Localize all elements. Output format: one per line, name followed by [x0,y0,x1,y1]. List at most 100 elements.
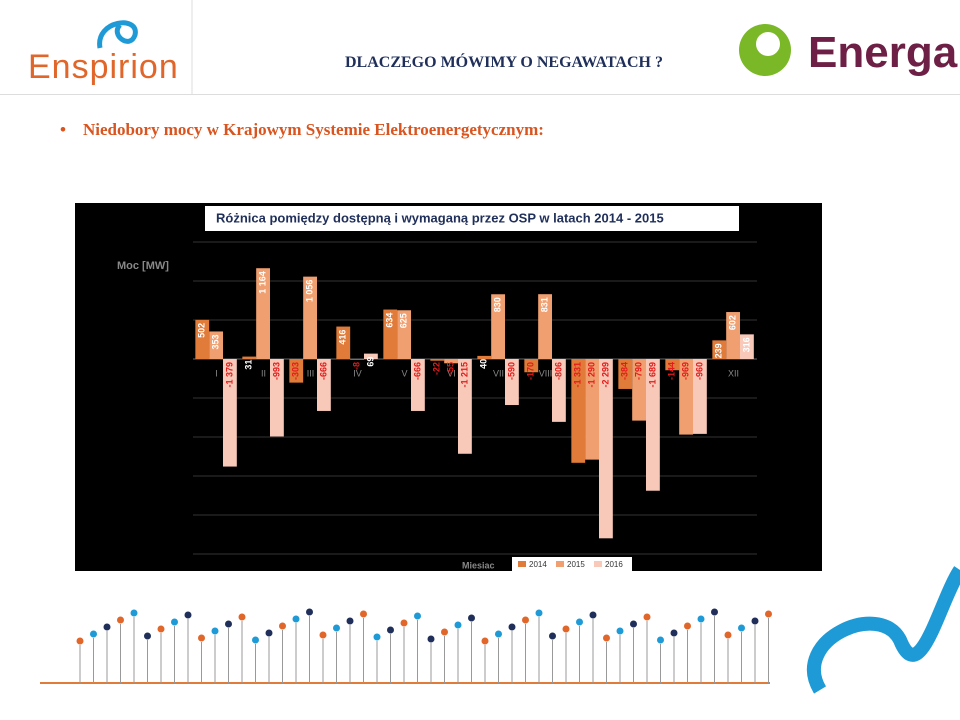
data-label: 502 [197,323,207,338]
data-label: -1 290 [586,362,596,388]
data-label: -666 [412,362,422,380]
data-label: -1 215 [459,362,469,388]
bar [665,359,680,371]
decoration [279,622,286,630]
bar [571,359,586,463]
data-label: 31 [244,360,254,370]
decoration [265,629,273,637]
bar [350,359,364,360]
bullet-text: Niedobory mocy w Krajowym Systemie Elekt… [82,120,544,139]
decoration [238,613,246,621]
bar [538,294,552,359]
bar [430,359,445,361]
decoration [751,617,759,625]
decoration [576,618,583,626]
decoration [211,627,219,635]
data-label: -666 [318,362,328,380]
data-label: -2 299 [600,362,610,388]
decoration [252,636,259,644]
decoration [103,623,111,631]
bar [739,334,754,359]
x-axis-label: Miesiac [462,560,495,570]
bar [444,359,458,364]
logo-decoration [806,566,960,694]
data-label: -1 331 [573,362,583,388]
decoration [319,631,327,639]
decoration [157,625,165,633]
data-label: 1 056 [304,280,314,303]
data-label: 316 [741,337,751,352]
title-box [205,206,739,231]
bar [363,353,378,359]
x-tick-label: XII [728,368,739,378]
bar [598,359,613,539]
data-label: -806 [553,362,563,380]
x-tick-label: V [401,368,407,378]
decoration [400,619,408,627]
decoration [603,634,610,642]
x-tick-label: VI [447,368,456,378]
bar [585,359,599,460]
data-label: -303 [291,362,301,380]
data-label: -790 [633,362,643,380]
data-label: 239 [714,343,724,358]
decoration [535,609,543,617]
x-tick-label: VIII [539,368,553,378]
x-tick-label: VII [493,368,504,378]
decoration [630,620,637,628]
decoration [90,630,97,638]
decoration [144,632,151,640]
logo-text: Enspirion [28,48,179,86]
bar [477,355,492,359]
bar [504,359,519,406]
decoration [670,629,678,637]
data-label: 625 [398,313,408,328]
legend-swatch [518,561,526,567]
bar [269,359,284,437]
bar [222,359,237,467]
data-label: 40 [479,359,489,369]
bar [289,359,304,383]
decoration [495,630,502,638]
bar [457,359,472,454]
logo-text: Energa [808,28,958,77]
data-label: -384 [620,362,630,380]
x-tick-label: IV [353,368,362,378]
slide-title: DLACZEGO MÓWIMY O NEGAWATACH ? [345,54,663,71]
data-label: -22 [432,362,442,375]
bar [316,359,331,411]
bar [195,319,210,359]
decoration [562,625,570,633]
chart-background [75,203,822,571]
header: Enspirion DLACZEGO MÓWIMY O NEGAWATACH ?… [0,0,960,95]
decoration [130,609,138,617]
decoration [481,637,489,645]
bar [336,326,351,359]
decoration [468,614,475,622]
legend-label: 2015 [567,560,585,569]
decoration [441,628,448,636]
bar [397,310,411,359]
decoration [346,617,354,625]
decoration [589,611,597,619]
data-label: -55 [445,362,455,375]
x-tick-label: I [215,368,218,378]
data-label: 602 [727,315,737,330]
chart-title: Różnica pomiędzy dostępną i wymaganą prz… [216,210,664,225]
bar [242,356,257,359]
decoration [684,622,691,630]
legend-label: 2016 [605,560,623,569]
bullet: • Niedobory mocy w Krajowym Systemie Ele… [60,120,544,139]
bar [679,359,693,435]
bar [383,309,398,359]
decoration [738,624,745,632]
bar [551,359,566,422]
data-label: 830 [492,297,502,312]
decoration [333,624,340,632]
bar [209,331,223,359]
data-label: -144 [667,362,677,380]
data-label: -1 379 [224,362,234,388]
decoration [360,610,367,618]
data-label: 69 [365,357,375,367]
